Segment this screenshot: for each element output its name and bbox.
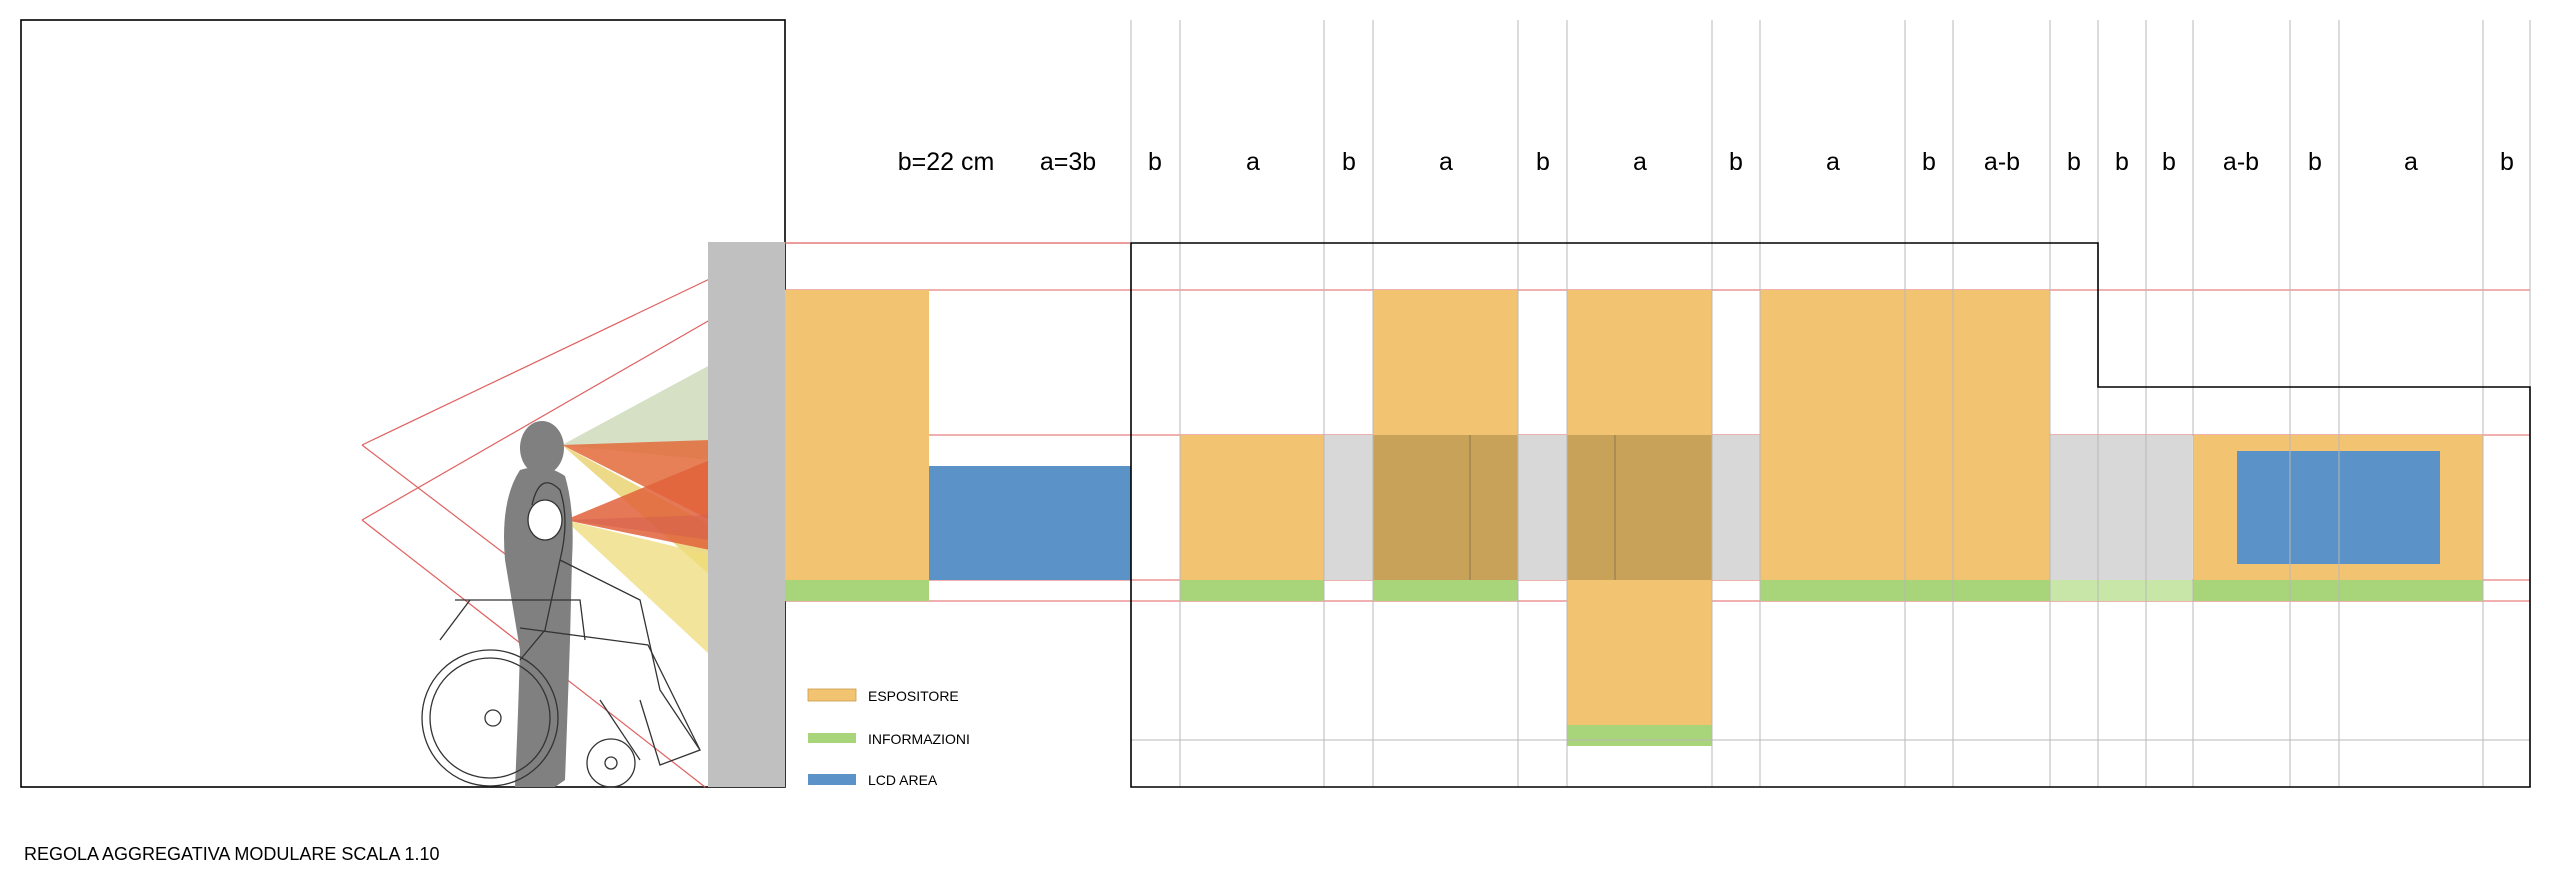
module-label: b (1729, 148, 1743, 176)
legend: ESPOSITORE INFORMAZIONI LCD AREA (807, 688, 970, 788)
b-value-label: b=22 cm (898, 148, 995, 176)
module-label: a-b (1984, 148, 2020, 176)
module-label: b (2115, 148, 2129, 176)
standing-person-silhouette (504, 421, 573, 787)
module-label: a (1633, 148, 1647, 176)
legend-label-lcd: LCD AREA (868, 772, 938, 788)
module-label: b (1342, 148, 1356, 176)
legend-swatch-informazioni (808, 733, 856, 743)
module-label: a-b (2223, 148, 2259, 176)
informazioni-block (2050, 580, 2195, 601)
espositore-block (1567, 580, 1712, 725)
legend-swatch-espositore (807, 688, 857, 702)
module-label: a (1826, 148, 1840, 176)
lcd-block (929, 466, 1131, 580)
diagram-title: REGOLA AGGREGATIVA MODULARE SCALA 1.10 (24, 844, 440, 864)
module-label: a (2404, 148, 2418, 176)
module-label: a (1439, 148, 1453, 176)
module-label: b (2500, 148, 2514, 176)
viewing-cone (562, 365, 710, 655)
a-value-label: a=3b (1040, 148, 1096, 176)
module-label: a (1246, 148, 1260, 176)
module-label: b (1536, 148, 1550, 176)
module-grid-lines (1130, 20, 2531, 787)
informazioni-block (1180, 580, 1324, 601)
module-label: b (2308, 148, 2322, 176)
module-frame (1130, 242, 2531, 788)
wall (708, 242, 785, 787)
wheelchair-user-figure (421, 482, 701, 788)
espositore-block (1567, 290, 1712, 435)
informazioni-block (785, 580, 929, 601)
informazioni-block (2193, 580, 2483, 601)
espositore-block (1180, 435, 1324, 580)
module-label: b (1922, 148, 1936, 176)
legend-label-informazioni: INFORMAZIONI (868, 731, 970, 747)
legend-label-espositore: ESPOSITORE (868, 688, 959, 704)
module-label: b (2162, 148, 2176, 176)
module-label: b (1148, 148, 1162, 176)
espositore-block (1373, 290, 1518, 435)
module-labels: b=22 cm a=3b b a b a b a b a b a-b b b b… (898, 148, 2514, 176)
espositore-block (1567, 435, 1712, 580)
espositore-block (1373, 435, 1518, 580)
espositore-block (785, 290, 929, 580)
module-label: b (2067, 148, 2081, 176)
informazioni-block (1567, 725, 1712, 746)
informazioni-block (1373, 580, 1518, 601)
legend-swatch-lcd (808, 774, 856, 785)
